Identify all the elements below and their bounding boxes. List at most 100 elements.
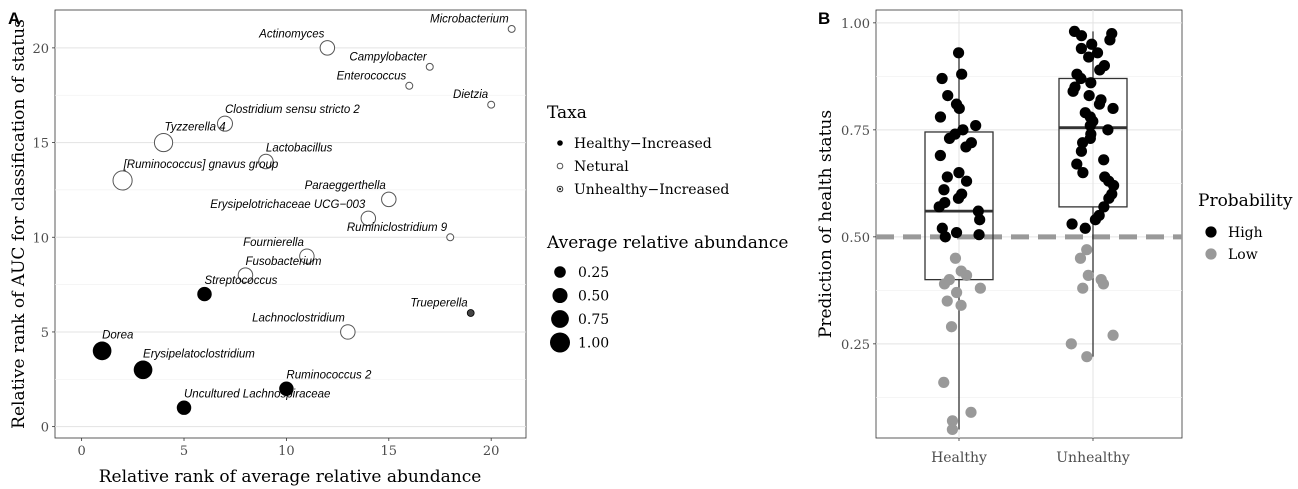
legend-size-key — [554, 266, 566, 278]
point-neutral — [340, 324, 356, 340]
point-high — [941, 171, 953, 183]
point-label: Dietzia — [453, 89, 488, 101]
legend-size-label: 0.75 — [578, 312, 609, 328]
y-tick-label: 0 — [41, 421, 49, 436]
y-tick-label: 0.25 — [841, 338, 870, 353]
point-label: Tyzzerella 4 — [165, 121, 226, 133]
point-neutral — [487, 100, 496, 109]
point-neutral — [381, 191, 397, 208]
panel-a-legend-taxa: Taxa Healthy−Increased Netural Unhealthy−I… — [547, 103, 729, 198]
point-high — [1098, 201, 1110, 213]
panel-a-y-axis-label: Relative rank of AUC for classification … — [9, 19, 29, 429]
legend-taxa-label: Unhealthy−Increased — [574, 182, 729, 198]
point-high — [1066, 218, 1078, 230]
point-label: Ruminiclostridium 9 — [347, 222, 448, 234]
point-high — [970, 119, 982, 132]
point-low — [1081, 351, 1093, 363]
point-high — [972, 205, 984, 217]
point-high — [956, 68, 968, 80]
point-high — [974, 214, 986, 226]
point-neutral — [446, 233, 455, 242]
point-high — [1075, 42, 1087, 55]
point-high — [943, 132, 956, 144]
point-healthy-increased — [197, 286, 212, 302]
point-low — [1082, 269, 1094, 281]
point-label: Dorea — [102, 330, 133, 342]
point-low — [938, 278, 951, 290]
point-neutral — [425, 62, 434, 71]
legend-size-key — [550, 332, 570, 353]
point-neutral — [507, 24, 516, 33]
point-high — [1077, 167, 1089, 179]
panel-b-chart: 0.25 0.50 0.75 1.00 Healthy Unhealthy Predict… — [816, 9, 1183, 466]
point-high — [952, 47, 965, 59]
point-low — [1065, 338, 1077, 350]
legend-probability-title: Probability — [1198, 191, 1293, 211]
point-high — [939, 231, 951, 243]
point-high — [1098, 154, 1110, 166]
legend-taxa-key-neutral — [556, 162, 564, 170]
point-low — [938, 376, 950, 388]
point-label: Streptococcus — [204, 275, 277, 287]
point-low — [960, 269, 973, 281]
point-neutral — [299, 248, 315, 264]
point-low — [949, 252, 962, 264]
point-high — [936, 72, 948, 85]
point-healthy-increased — [176, 400, 192, 415]
point-label: Lactobacillus — [266, 142, 333, 154]
point-label: Actinomyces — [258, 29, 324, 41]
point-label: Microbacterium — [430, 13, 509, 25]
x-tick-label: Healthy — [931, 450, 987, 466]
point-low — [1077, 282, 1089, 294]
point-high — [938, 184, 950, 196]
point-high — [952, 192, 965, 204]
point-low — [951, 286, 963, 299]
point-high — [1084, 119, 1096, 132]
legend-size-label: 0.25 — [578, 265, 609, 281]
panel-a-chart: 0 5 10 15 20 0 5 10 15 20 Microbacterium Actinomyc… — [9, 9, 527, 487]
panel-b-points — [933, 25, 1120, 436]
x-tick-label: 10 — [278, 444, 295, 459]
point-high — [1079, 222, 1091, 234]
point-high — [942, 90, 954, 102]
legend-probability-label: Low — [1228, 247, 1258, 263]
point-label: Trueperella — [410, 298, 467, 310]
point-high — [953, 167, 965, 179]
point-unhealthy-increased — [466, 309, 475, 317]
point-label: [Ruminococcus] gnavus group — [123, 159, 279, 171]
panel-a-plot-area — [54, 9, 527, 439]
point-high — [1067, 85, 1079, 97]
point-high — [1086, 38, 1098, 50]
legend-probability-key — [1205, 248, 1217, 260]
panel-b-grid — [876, 10, 1182, 438]
point-high — [1075, 72, 1087, 85]
point-label: Erysipelatoclostridium — [143, 348, 255, 360]
point-high — [1103, 192, 1115, 204]
point-high — [934, 111, 947, 123]
legend-size-label: 0.50 — [578, 289, 609, 305]
point-high — [960, 141, 972, 153]
panel-b-ticks: 0.25 0.50 0.75 1.00 Healthy Unhealthy — [841, 17, 1130, 466]
point-neutral — [153, 132, 174, 153]
point-high — [936, 222, 948, 234]
point-label: Uncultured Lachnospiraceae — [184, 388, 330, 400]
point-high — [1108, 179, 1120, 192]
x-tick-label: 15 — [381, 444, 398, 459]
panel-a-x-axis-label: Relative rank of average relative abunda… — [99, 467, 482, 487]
point-high — [1102, 124, 1114, 136]
point-neutral — [405, 81, 414, 90]
y-tick-label: 5 — [41, 326, 49, 341]
legend-size-key — [552, 287, 568, 304]
point-label: Ruminococcus 2 — [286, 370, 372, 382]
panel-a-grid — [55, 47, 526, 428]
point-low — [955, 299, 967, 311]
panel-b-plot-area — [875, 9, 1183, 439]
legend-taxa-key-healthy — [557, 140, 563, 146]
y-tick-label: 1.00 — [841, 17, 870, 32]
point-low — [946, 423, 959, 436]
point-neutral — [112, 170, 133, 191]
point-low — [945, 321, 958, 333]
point-neutral — [360, 210, 377, 227]
point-low — [974, 282, 986, 294]
